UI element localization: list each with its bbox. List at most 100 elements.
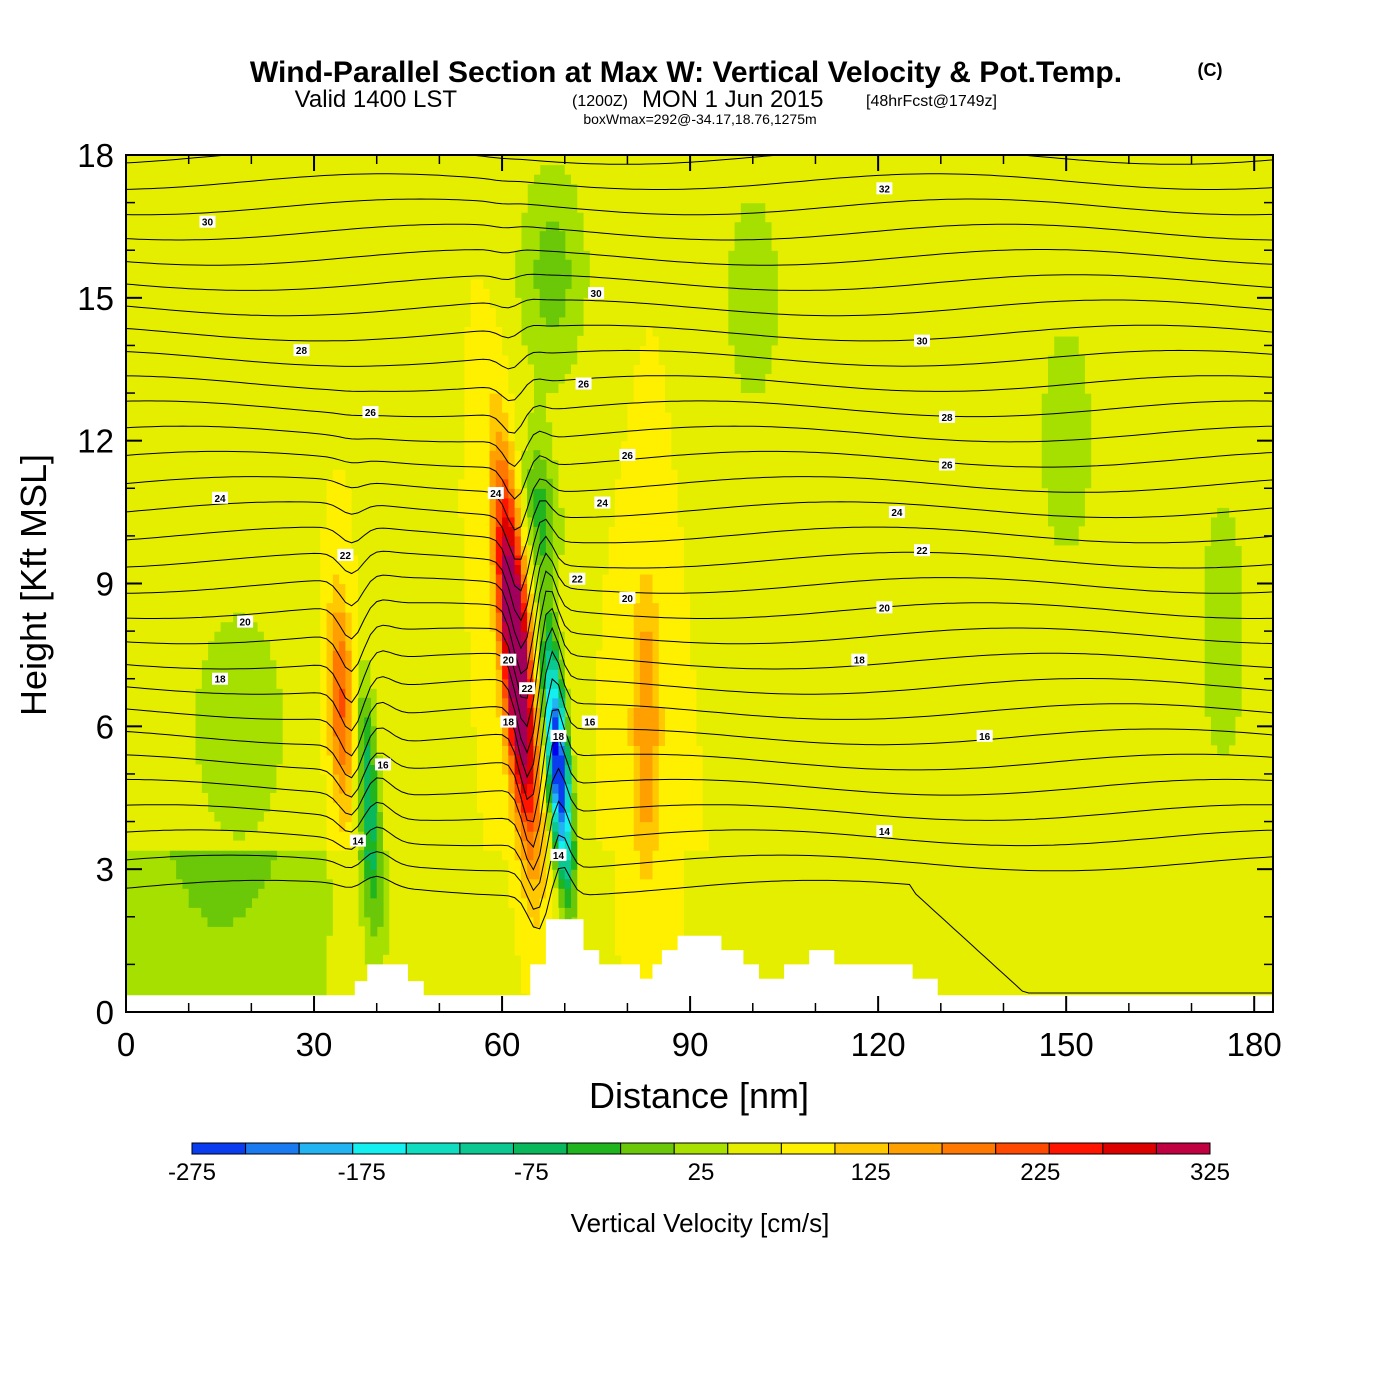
velocity-cell (194, 821, 202, 832)
velocity-cell (928, 878, 936, 889)
velocity-cell (420, 869, 428, 880)
velocity-cell (1172, 907, 1180, 918)
velocity-cell (658, 745, 666, 756)
velocity-cell (658, 907, 666, 918)
velocity-cell (1216, 954, 1224, 965)
velocity-cell (433, 888, 440, 899)
velocity-cell (408, 754, 415, 766)
velocity-cell (445, 726, 453, 737)
velocity-cell (740, 916, 748, 927)
velocity-cell (1016, 926, 1023, 937)
velocity-cell (1028, 888, 1036, 899)
velocity-cell (740, 926, 748, 937)
velocity-cell (1241, 878, 1249, 889)
velocity-cell (602, 802, 610, 813)
velocity-cell (878, 945, 885, 956)
velocity-cell (652, 954, 660, 965)
velocity-cell (439, 831, 447, 842)
velocity-cell (671, 878, 679, 889)
velocity-cell (558, 764, 566, 775)
velocity-cell (339, 973, 346, 985)
velocity-cell (1178, 869, 1186, 880)
velocity-cell (865, 716, 873, 727)
velocity-cell (665, 869, 672, 880)
velocity-cell (827, 735, 835, 746)
velocity-cell (1122, 812, 1130, 823)
velocity-cell (451, 716, 459, 727)
velocity-cell (984, 764, 992, 775)
velocity-cell (853, 792, 860, 804)
velocity-cell (683, 850, 691, 861)
velocity-cell (959, 935, 967, 946)
velocity-cell (589, 726, 597, 737)
velocity-cell (527, 850, 535, 861)
velocity-cell (639, 888, 647, 899)
velocity-cell (571, 821, 578, 832)
velocity-cell (126, 716, 133, 727)
velocity-cell (1084, 888, 1092, 899)
velocity-cell (1222, 792, 1230, 804)
velocity-cell (834, 888, 842, 899)
velocity-cell (903, 716, 911, 727)
velocity-cell (589, 859, 597, 870)
velocity-cell (677, 783, 685, 794)
velocity-cell (940, 916, 948, 927)
velocity-cell (652, 754, 660, 766)
velocity-cell (502, 850, 509, 861)
velocity-cell (702, 764, 710, 775)
velocity-cell (834, 907, 842, 918)
velocity-cell (608, 764, 616, 775)
velocity-cell (1178, 878, 1186, 889)
velocity-cell (1103, 916, 1111, 927)
velocity-cell (464, 754, 472, 766)
velocity-cell (571, 812, 578, 823)
velocity-cell (1260, 964, 1268, 975)
velocity-cell (401, 716, 409, 727)
velocity-cell (408, 745, 415, 756)
velocity-cell (1153, 716, 1161, 727)
velocity-cell (827, 888, 835, 899)
velocity-cell (1078, 783, 1086, 794)
velocity-cell (583, 897, 591, 908)
velocity-cell (414, 973, 422, 985)
velocity-cell (326, 850, 334, 861)
velocity-cell (922, 821, 929, 832)
velocity-cell (1247, 764, 1255, 775)
velocity-cell (1003, 945, 1011, 956)
velocity-cell (307, 735, 315, 746)
velocity-cell (865, 954, 873, 965)
velocity-cell (627, 735, 635, 746)
velocity-cell (608, 792, 616, 804)
velocity-cell (953, 907, 961, 918)
velocity-cell (571, 831, 578, 842)
velocity-cell (263, 869, 271, 880)
velocity-cell (827, 754, 835, 766)
velocity-cell (665, 859, 672, 870)
velocity-cell (809, 821, 817, 832)
velocity-cell (464, 716, 472, 727)
velocity-cell (646, 878, 654, 889)
velocity-cell (865, 754, 873, 766)
velocity-cell (301, 802, 309, 813)
velocity-cell (1003, 764, 1011, 775)
velocity-cell (890, 926, 898, 937)
velocity-cell (853, 945, 860, 956)
velocity-cell (890, 745, 898, 756)
velocity-cell (1097, 792, 1105, 804)
velocity-cell (1135, 802, 1142, 813)
velocity-cell (928, 754, 936, 766)
velocity-cell (834, 945, 842, 956)
velocity-cell (646, 783, 654, 794)
velocity-cell (777, 726, 785, 737)
velocity-cell (458, 916, 466, 927)
velocity-cell (408, 926, 415, 937)
velocity-cell (1229, 983, 1236, 994)
velocity-cell (978, 754, 986, 766)
velocity-cell (965, 964, 973, 975)
velocity-cell (853, 897, 860, 908)
velocity-cell (909, 840, 917, 851)
velocity-cell (1235, 850, 1243, 861)
velocity-cell (671, 745, 679, 756)
velocity-cell (652, 926, 660, 937)
velocity-cell (201, 897, 209, 908)
